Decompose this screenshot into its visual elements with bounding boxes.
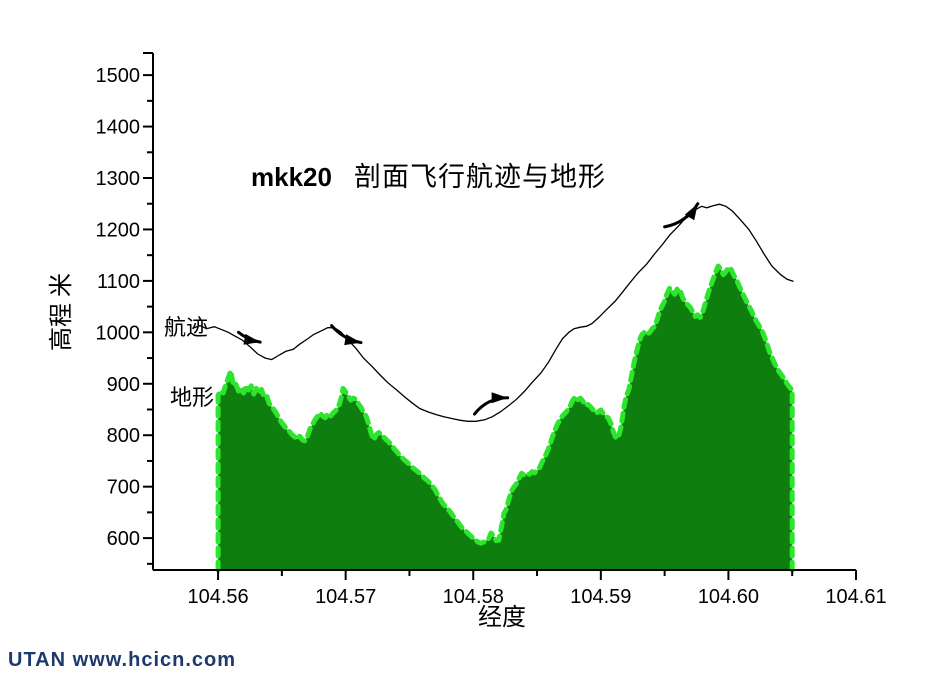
- chart-title-text: 剖面飞行航迹与地形: [353, 162, 606, 192]
- y-tick-label: 600: [107, 528, 140, 550]
- y-tick-label: 900: [107, 374, 140, 396]
- x-axis-title: 经度: [478, 605, 526, 631]
- terrain-outline: [215, 263, 795, 573]
- terrain-series-label: 地形: [170, 385, 215, 410]
- track-arrowhead: [684, 203, 698, 221]
- x-tick-label: 104.60: [698, 586, 759, 608]
- track-arrow-shaft: [473, 396, 510, 416]
- track-line: [192, 203, 794, 422]
- y-tick-label: 800: [107, 425, 140, 447]
- x-tick-label: 104.58: [443, 586, 504, 608]
- y-tick-label: 1100: [97, 271, 140, 293]
- y-axis-title: 高程 米: [49, 273, 75, 351]
- x-tick-label: 104.56: [187, 586, 248, 608]
- x-tick-label: 104.57: [315, 586, 376, 608]
- x-tick-label: 104.59: [570, 586, 631, 608]
- y-tick-label: 700: [107, 477, 140, 499]
- y-tick-label: 1000: [96, 322, 141, 344]
- chart-title-code: mkk20: [251, 162, 332, 192]
- track-arrowhead: [344, 334, 361, 346]
- y-tick-label: 1200: [96, 219, 141, 241]
- y-tick-label: 1300: [96, 168, 141, 190]
- chart-title: mkk20 剖面飞行航迹与地形: [251, 155, 606, 194]
- x-tick-label: 104.61: [825, 586, 886, 608]
- terrain-area: [218, 266, 793, 570]
- track-arrowhead: [243, 333, 261, 345]
- track-arrowhead: [491, 392, 508, 404]
- y-tick-label: 1400: [96, 117, 141, 139]
- track-series-label: 航迹: [164, 315, 209, 340]
- y-tick-label: 1500: [96, 65, 141, 87]
- watermark: UTAN www.hcicn.com: [8, 649, 237, 671]
